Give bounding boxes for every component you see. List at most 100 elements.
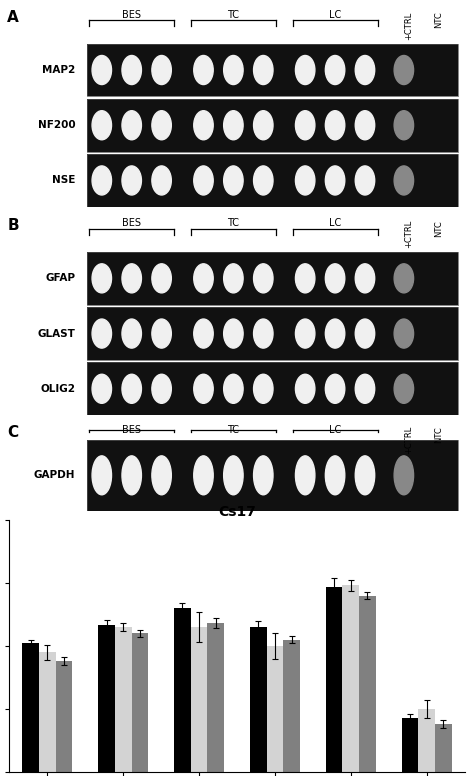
Bar <box>401 718 418 772</box>
Ellipse shape <box>224 166 243 195</box>
Text: A: A <box>7 10 19 25</box>
Ellipse shape <box>254 456 273 495</box>
Bar <box>132 633 148 772</box>
Bar <box>115 627 132 772</box>
Bar <box>87 440 458 511</box>
Text: GAPDH: GAPDH <box>34 470 75 480</box>
Ellipse shape <box>254 374 273 404</box>
Bar <box>87 43 458 96</box>
Ellipse shape <box>92 166 111 195</box>
Bar <box>87 99 458 151</box>
Bar <box>174 608 191 772</box>
Ellipse shape <box>394 166 414 195</box>
Ellipse shape <box>355 56 375 85</box>
Text: OLIG2: OLIG2 <box>40 384 75 393</box>
Ellipse shape <box>224 264 243 293</box>
Ellipse shape <box>355 456 375 495</box>
Ellipse shape <box>325 374 345 404</box>
Ellipse shape <box>194 319 213 348</box>
Title: Cs17: Cs17 <box>218 504 256 518</box>
Ellipse shape <box>254 319 273 348</box>
Ellipse shape <box>394 456 414 495</box>
Ellipse shape <box>224 319 243 348</box>
Ellipse shape <box>325 111 345 140</box>
Ellipse shape <box>224 111 243 140</box>
Text: C: C <box>7 425 18 440</box>
Bar <box>87 99 458 151</box>
Ellipse shape <box>325 456 345 495</box>
Ellipse shape <box>194 111 213 140</box>
Ellipse shape <box>122 264 141 293</box>
Ellipse shape <box>152 56 171 85</box>
Text: B: B <box>7 218 19 233</box>
Ellipse shape <box>92 111 111 140</box>
Bar <box>87 154 458 207</box>
Bar <box>326 587 342 772</box>
Ellipse shape <box>254 264 273 293</box>
Ellipse shape <box>152 374 171 404</box>
Ellipse shape <box>295 166 315 195</box>
Bar <box>191 627 208 772</box>
Ellipse shape <box>122 319 141 348</box>
Ellipse shape <box>224 374 243 404</box>
Ellipse shape <box>194 374 213 404</box>
Ellipse shape <box>394 319 414 348</box>
Ellipse shape <box>92 56 111 85</box>
Bar <box>87 252 458 305</box>
Bar <box>87 362 458 415</box>
Ellipse shape <box>254 56 273 85</box>
Bar <box>87 252 458 305</box>
Ellipse shape <box>355 166 375 195</box>
Ellipse shape <box>295 319 315 348</box>
Text: NTC: NTC <box>434 220 443 237</box>
Ellipse shape <box>355 374 375 404</box>
Ellipse shape <box>122 56 141 85</box>
Ellipse shape <box>394 111 414 140</box>
Text: NSE: NSE <box>52 175 75 185</box>
Text: NF200: NF200 <box>38 120 75 130</box>
Ellipse shape <box>194 264 213 293</box>
Ellipse shape <box>325 56 345 85</box>
Bar <box>208 623 224 772</box>
Bar <box>56 661 73 772</box>
Ellipse shape <box>122 166 141 195</box>
Ellipse shape <box>295 111 315 140</box>
Text: +CTRL: +CTRL <box>404 12 413 40</box>
Text: NTC: NTC <box>434 426 443 443</box>
Bar <box>87 362 458 415</box>
Bar <box>22 643 39 772</box>
Bar <box>342 585 359 772</box>
Text: GLAST: GLAST <box>37 328 75 338</box>
Ellipse shape <box>152 166 171 195</box>
Text: BES: BES <box>122 425 141 435</box>
Bar <box>87 43 458 96</box>
Ellipse shape <box>122 111 141 140</box>
Bar <box>98 625 115 772</box>
Text: TC: TC <box>228 218 239 228</box>
Ellipse shape <box>325 166 345 195</box>
Ellipse shape <box>394 56 414 85</box>
Ellipse shape <box>152 319 171 348</box>
Text: +CTRL: +CTRL <box>404 426 413 454</box>
Text: BES: BES <box>122 218 141 228</box>
Ellipse shape <box>152 111 171 140</box>
Ellipse shape <box>194 166 213 195</box>
Ellipse shape <box>295 374 315 404</box>
Ellipse shape <box>325 264 345 293</box>
Ellipse shape <box>394 264 414 293</box>
Ellipse shape <box>122 374 141 404</box>
Text: BES: BES <box>122 9 141 19</box>
Text: MAP2: MAP2 <box>42 65 75 75</box>
Ellipse shape <box>295 264 315 293</box>
Bar <box>283 639 300 772</box>
Bar <box>87 440 458 511</box>
Ellipse shape <box>194 456 213 495</box>
Bar <box>250 627 266 772</box>
Bar <box>418 709 435 772</box>
Ellipse shape <box>152 264 171 293</box>
Text: TC: TC <box>228 425 239 435</box>
Bar <box>359 595 376 772</box>
Ellipse shape <box>92 456 111 495</box>
Text: LC: LC <box>329 9 341 19</box>
Ellipse shape <box>152 456 171 495</box>
